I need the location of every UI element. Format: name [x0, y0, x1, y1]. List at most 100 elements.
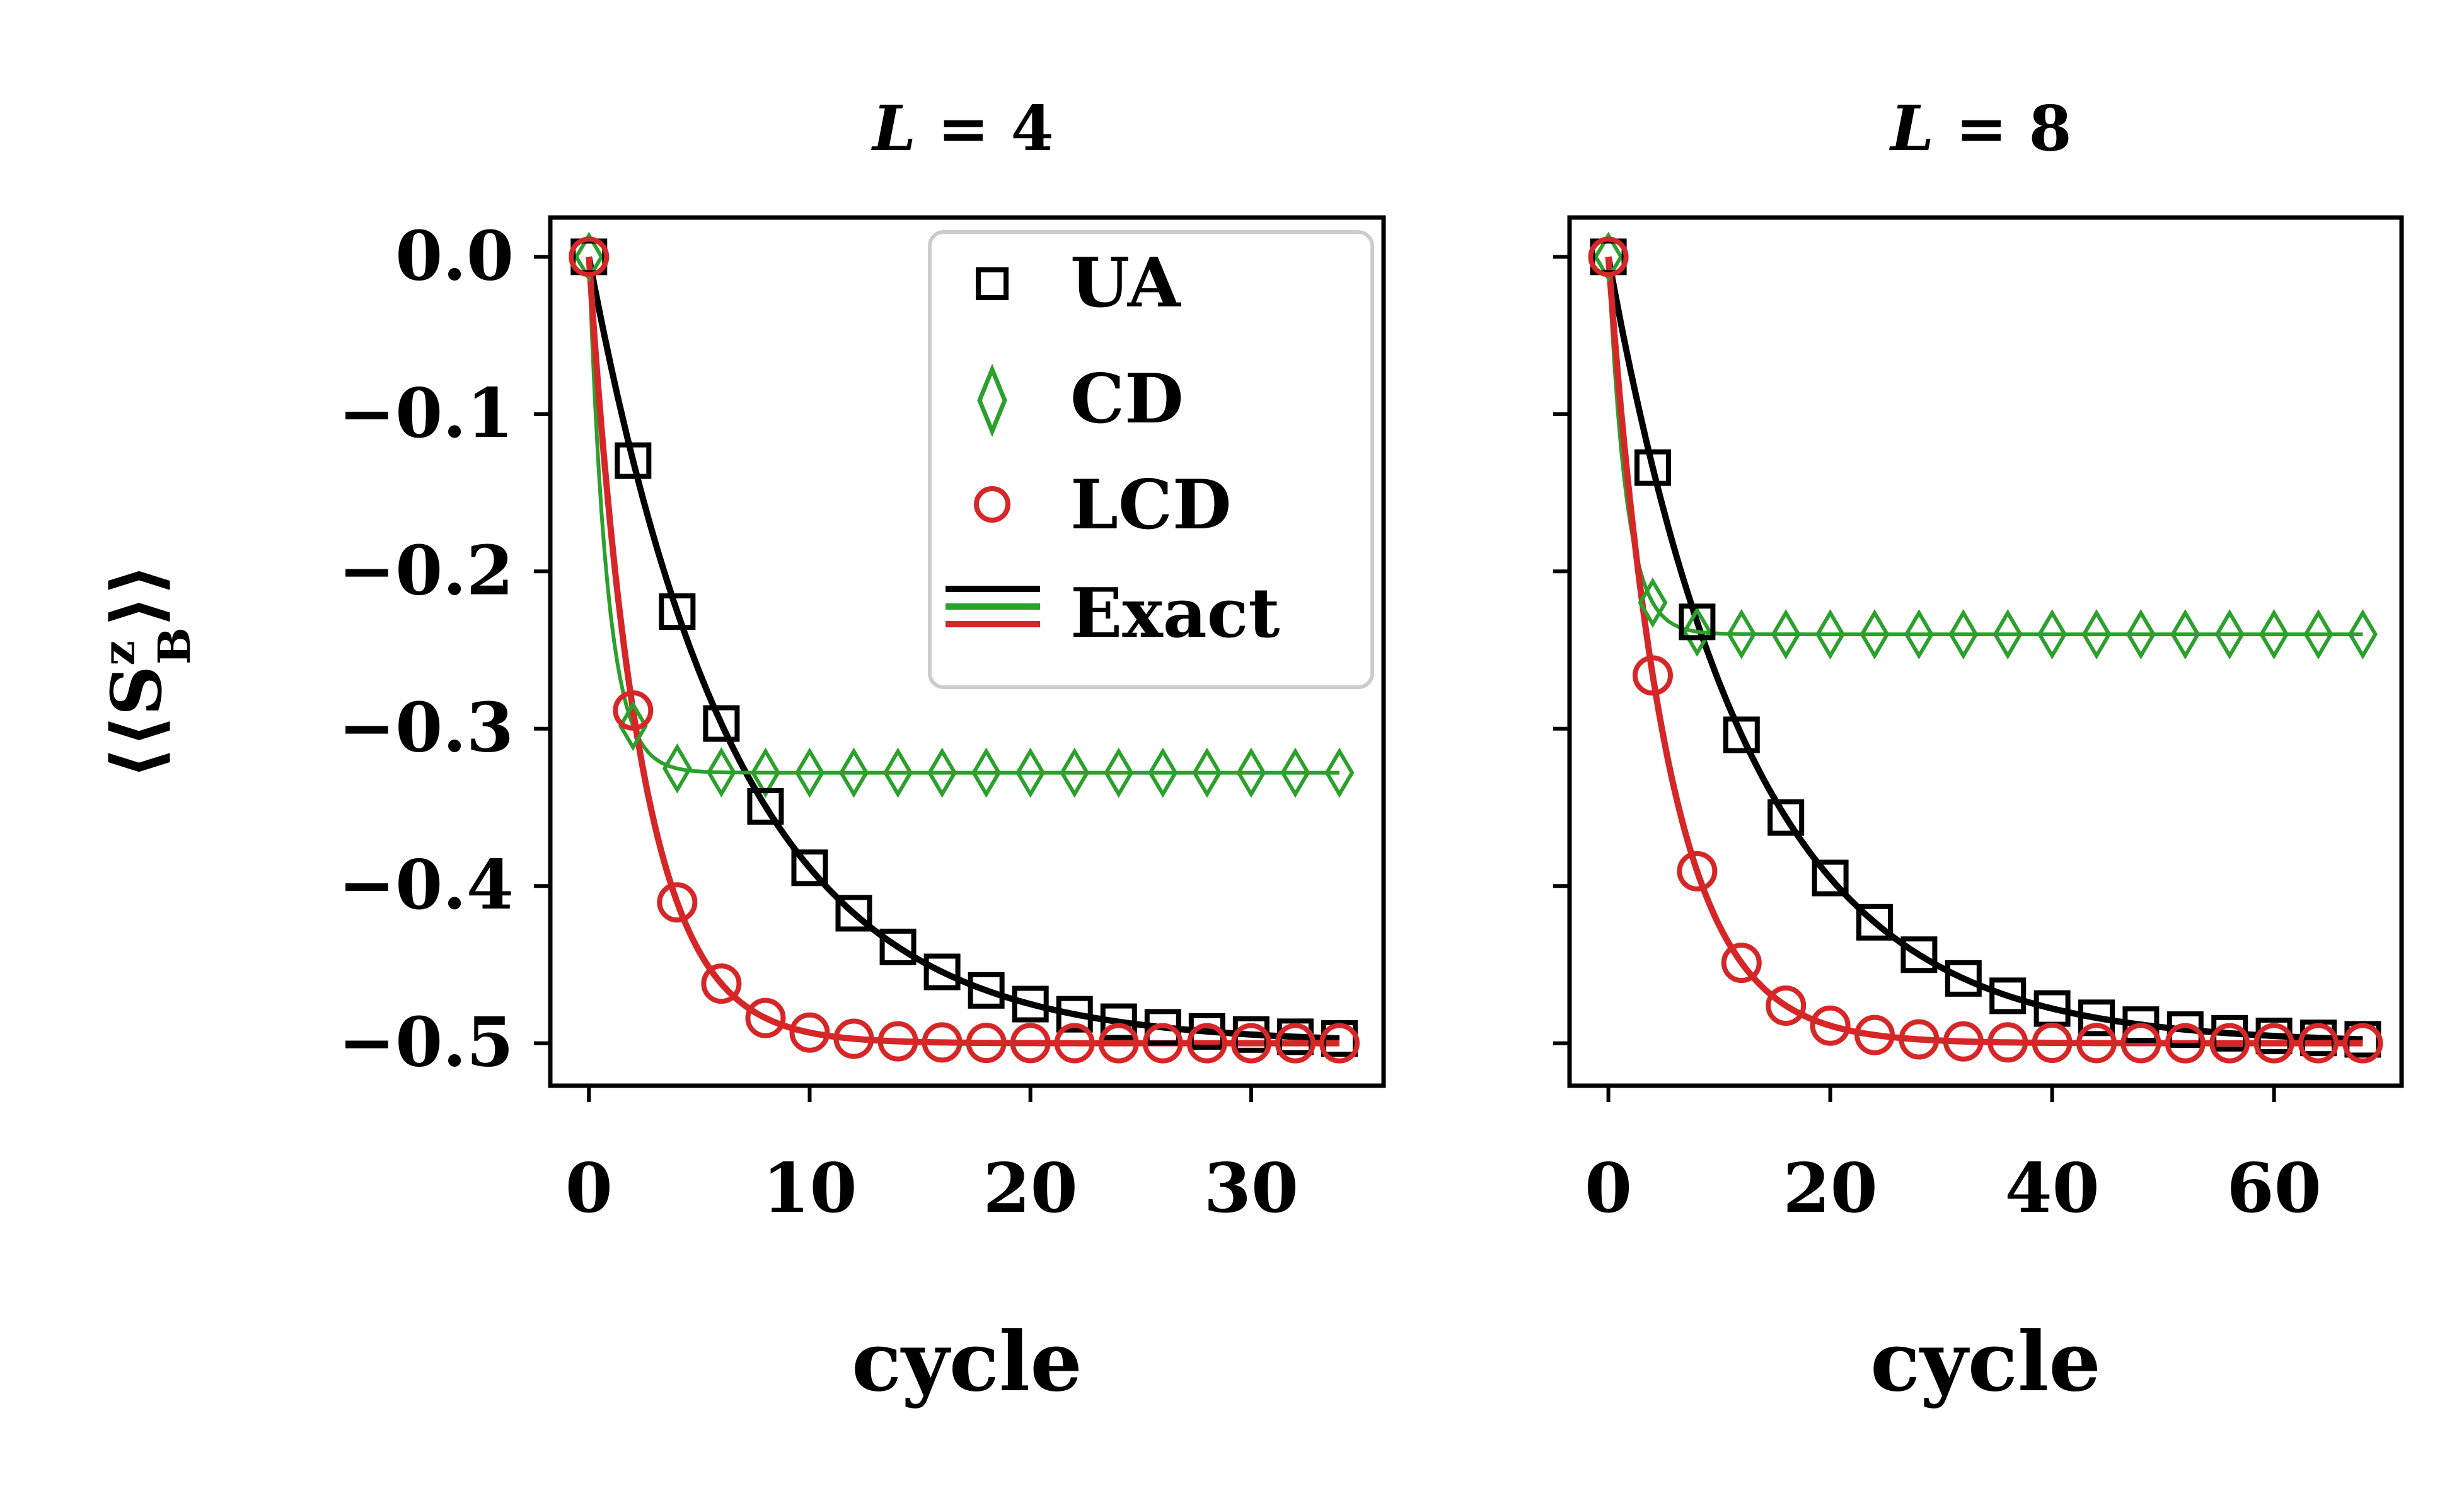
- panel-l4-cd-point: [1192, 747, 1222, 798]
- legend-lcd-marker: [974, 486, 1010, 523]
- panel-l8-title: L = 8: [1888, 93, 2071, 165]
- panel-l4-cd-point: [795, 747, 824, 798]
- panel-l4-cd-point: [839, 747, 869, 798]
- panel-l4-lcd-point: [613, 690, 654, 731]
- panel-l4-cd-point: [883, 747, 913, 798]
- panel-l4-ua-point: [1100, 1003, 1137, 1040]
- panel-l8-ua-point: [1723, 716, 1760, 753]
- panel-l4-lcd-point: [569, 236, 610, 277]
- panel-l4-lcd-point: [657, 882, 698, 923]
- panel-l8-lcd-point: [1899, 1019, 1940, 1060]
- panel-l4-cd-point: [1015, 747, 1046, 798]
- panel-l8-y-ticks: [1553, 255, 1570, 1045]
- panel-l4-cd-point: [1324, 747, 1355, 798]
- panel-l4-lcd-point: [877, 1021, 918, 1062]
- panel-l8-lcd-point: [1943, 1021, 1984, 1062]
- panel-l8-lcd-point: [1588, 236, 1629, 277]
- panel-l4-lcd-point: [922, 1022, 963, 1063]
- panel-l8-cd-point: [2126, 609, 2156, 659]
- panel-l4-ua-point: [1012, 985, 1049, 1023]
- panel-l4-exact-cd-line: [587, 257, 1339, 775]
- panel-l4-lcd-point: [966, 1023, 1007, 1064]
- panel-l8-lcd-point: [2342, 1023, 2383, 1064]
- panel-l4-cd-point: [1280, 747, 1310, 798]
- y-axis-label-open: ⟨⟨S: [96, 666, 177, 779]
- panel-l4-ua-point: [835, 895, 872, 932]
- panel-l8-cd-point: [2170, 609, 2201, 659]
- panel-l4-ua-point: [791, 849, 828, 886]
- panel-l8-cd-point: [1682, 606, 1712, 657]
- panel-l4-lcd-point: [745, 997, 786, 1038]
- panel-l4-marks: [569, 231, 1360, 1064]
- panel-l8-x-tick-label: 60: [2226, 1149, 2321, 1228]
- panel-l8-cd-point: [1727, 608, 1757, 659]
- panel-l8-lcd-point: [1633, 655, 1673, 696]
- panel-l8-lcd-point: [2032, 1023, 2073, 1064]
- panel-l4-ua-point: [703, 705, 740, 742]
- panel-l8-cd-point: [1948, 609, 1979, 659]
- panel-l4-lcd-point: [789, 1012, 830, 1053]
- panel-l4-y-tick-label: −0.1: [338, 374, 514, 453]
- panel-l8-ua-point: [1679, 603, 1716, 641]
- panel-l4-x-axis-label: cycle: [852, 1313, 1082, 1410]
- panel-l4-lcd-point: [1142, 1023, 1183, 1064]
- panel-l4-cd-point: [618, 700, 648, 752]
- panel-l8-cd-point: [2037, 609, 2068, 659]
- panel-l4-lcd-point: [1275, 1023, 1316, 1064]
- legend-entry-ua: UA: [976, 243, 1182, 323]
- panel-l4-x-tick-label: 0: [565, 1149, 613, 1228]
- panel-l4-ua-point: [923, 953, 961, 990]
- panel-l8-lcd-point: [1987, 1022, 2028, 1063]
- panel-l4: L = 4 0 10 20 30 0.0 −0.1 −0.2 −0.3 −0.4 −0.5 cy…: [338, 93, 1386, 1410]
- panel-l8-ua-point: [2166, 1011, 2204, 1049]
- panel-l4-x-tick-label: 20: [983, 1149, 1078, 1228]
- panel-l8-ua-point: [1900, 936, 1938, 973]
- panel-l8-cd-point: [1771, 609, 1801, 659]
- legend-entry-cd: CD: [977, 359, 1184, 439]
- panel-l4-frame: [548, 215, 1386, 1088]
- panel-l4-lcd-point: [1010, 1023, 1051, 1064]
- panel-l4-x-tick-label: 30: [1204, 1149, 1299, 1228]
- panel-l4-y-ticks: 0.0 −0.1 −0.2 −0.3 −0.4 −0.5: [338, 216, 550, 1083]
- panel-l8-exact-lcd-line: [1605, 257, 2363, 1047]
- panel-l8-lcd-point: [2253, 1023, 2294, 1064]
- panel-l4-y-tick-label: 0.0: [395, 216, 514, 296]
- panel-l4-exact-lcd-line: [586, 257, 1339, 1047]
- legend-entry-exact: Exact: [946, 574, 1280, 653]
- panel-l4-cd-point: [662, 743, 692, 794]
- panel-l8-x-tick-label: 40: [2004, 1149, 2099, 1228]
- panel-l4-lcd-point: [1230, 1023, 1271, 1064]
- panel-l8-cd-point: [1860, 609, 1890, 659]
- panel-l8-x-tick-label: 0: [1585, 1149, 1632, 1228]
- panel-l4-ua-point: [879, 928, 917, 965]
- panel-l4-x-tick-label: 10: [762, 1149, 857, 1228]
- legend-cd-label: CD: [1070, 359, 1184, 439]
- panel-l8-marks: [1588, 231, 2383, 1064]
- y-axis-label-sub: B: [148, 627, 200, 665]
- panel-l4-y-tick-label: −0.4: [338, 845, 514, 925]
- panel-l8: L = 8 0 20 40 60 cycle: [1553, 93, 2404, 1410]
- panel-l8-cd-point: [2214, 609, 2245, 659]
- panel-l8-cd-point: [2303, 609, 2334, 659]
- panel-l4-cd-point: [574, 231, 604, 282]
- panel-l4-cd-point: [706, 747, 736, 798]
- legend-lcd-label: LCD: [1070, 465, 1232, 545]
- panel-l8-ua-point: [1634, 449, 1671, 486]
- panel-l4-title: L = 4: [870, 93, 1053, 165]
- panel-l4-y-tick-label: −0.2: [338, 531, 514, 610]
- panel-l8-ua-point: [1989, 977, 2027, 1014]
- panel-l8-ua-point: [2122, 1006, 2160, 1043]
- panel-l4-lcd-point: [1186, 1023, 1227, 1064]
- panel-l8-lcd-point: [1766, 985, 1807, 1026]
- panel-l8-cd-point: [2081, 609, 2112, 659]
- panel-l4-lcd-point: [1054, 1023, 1095, 1064]
- legend: UA CD LCD Exact: [928, 230, 1374, 689]
- panel-l4-ua-point: [659, 593, 696, 630]
- panel-l8-ua-point: [1767, 799, 1805, 836]
- panel-l4-cd-point: [1148, 747, 1178, 798]
- panel-l4-ua-point: [1144, 1009, 1181, 1046]
- panel-l8-ua-point: [1812, 859, 1849, 897]
- legend-ua-label: UA: [1070, 243, 1182, 323]
- panel-l8-cd-point: [1993, 609, 2023, 659]
- panel-l4-cd-point: [1060, 747, 1090, 798]
